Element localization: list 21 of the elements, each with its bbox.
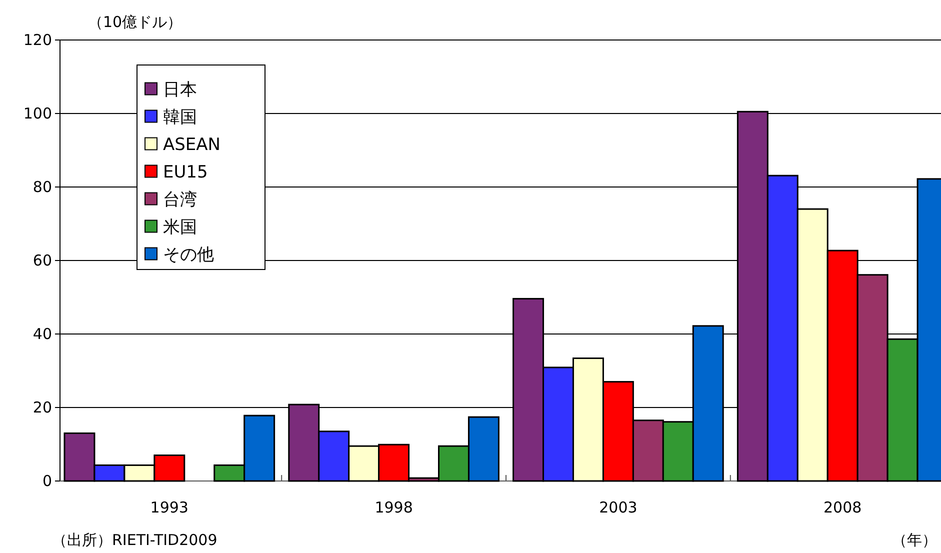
text: （出所）RIETI-TID2009 (52, 531, 218, 549)
legend-label: 日本 (163, 80, 197, 100)
x-tick-label: 2008 (824, 498, 862, 516)
x-tick-label: 2003 (599, 498, 638, 516)
y-tick-label: 40 (32, 324, 52, 343)
x-tick-label: 1998 (374, 498, 413, 516)
y-tick-label: 0 (42, 472, 52, 490)
y-tick-label: 60 (32, 251, 52, 270)
x-tick-label: 1993 (150, 498, 188, 516)
legend-label: その他 (163, 244, 214, 265)
legend-label: EU15 (163, 162, 208, 182)
y-tick-label: 120 (23, 30, 52, 49)
legend-label: ASEAN (163, 134, 221, 155)
y-tick-label: 100 (23, 104, 52, 122)
legend-label: 米国 (163, 217, 197, 238)
legend-label: 台湾 (163, 190, 197, 210)
y-tick-label: 20 (32, 398, 52, 416)
y-axis-title: （10億ドル） (88, 13, 182, 31)
legend-label: 韓国 (163, 107, 197, 128)
x-axis-title: （年） (892, 531, 937, 549)
y-tick-label: 80 (32, 178, 52, 196)
